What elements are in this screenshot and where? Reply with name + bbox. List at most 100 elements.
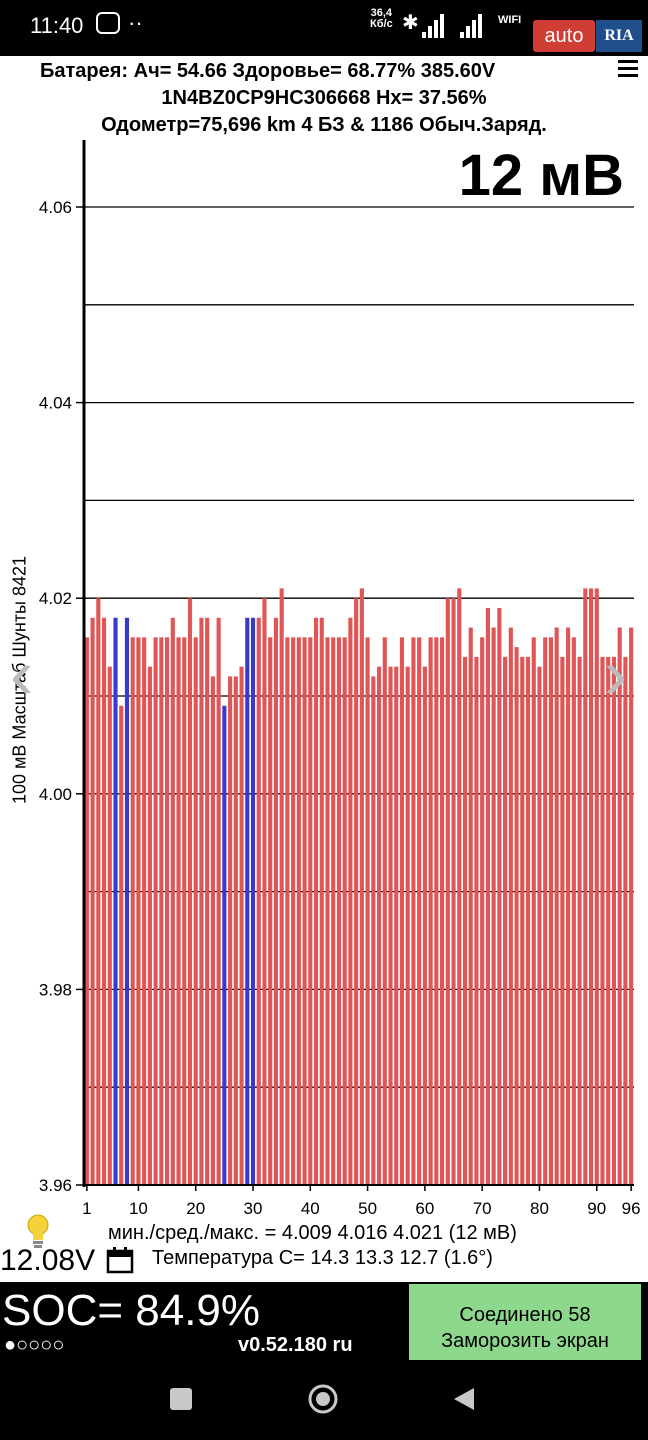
cell-bar[interactable]: [583, 588, 588, 1185]
cell-bar[interactable]: [176, 637, 181, 1185]
cell-bar[interactable]: [491, 627, 496, 1185]
cell-bar[interactable]: [611, 656, 617, 1185]
cell-bar[interactable]: [273, 617, 278, 1185]
cell-bar[interactable]: [262, 598, 267, 1185]
cell-bar[interactable]: [348, 617, 353, 1185]
cell-bar[interactable]: [256, 617, 261, 1185]
cell-bar[interactable]: [520, 656, 525, 1185]
cell-bar[interactable]: [525, 656, 531, 1185]
cell-bar[interactable]: [216, 617, 221, 1185]
cell-bar[interactable]: [222, 705, 227, 1185]
freeze-screen-button[interactable]: Соединено 58 Заморозить экран: [409, 1284, 641, 1360]
cell-bar[interactable]: [193, 637, 198, 1185]
cell-bar[interactable]: [354, 598, 359, 1185]
cell-bar[interactable]: [571, 637, 576, 1185]
cell-bar[interactable]: [325, 637, 330, 1185]
cell-bar[interactable]: [187, 598, 193, 1185]
cell-bar[interactable]: [388, 666, 393, 1185]
calendar-icon[interactable]: [106, 1246, 134, 1274]
cell-bar[interactable]: [623, 656, 628, 1185]
cell-bar[interactable]: [440, 637, 445, 1185]
cell-bar[interactable]: [250, 617, 256, 1185]
cell-bar[interactable]: [147, 666, 152, 1185]
cell-bar[interactable]: [113, 617, 118, 1185]
chevron-right-icon[interactable]: ›: [604, 635, 628, 713]
cell-bar[interactable]: [497, 607, 502, 1185]
cell-bar[interactable]: [468, 627, 473, 1185]
cell-bar[interactable]: [233, 676, 238, 1185]
cell-bar[interactable]: [434, 637, 439, 1185]
cell-bar[interactable]: [451, 598, 456, 1185]
cell-bar[interactable]: [474, 656, 479, 1185]
cell-bar[interactable]: [600, 656, 605, 1185]
cell-bar[interactable]: [462, 656, 468, 1185]
recents-icon[interactable]: [170, 1388, 192, 1410]
cell-bar[interactable]: [165, 637, 170, 1185]
cell-bar[interactable]: [566, 627, 571, 1185]
cell-bar[interactable]: [485, 607, 490, 1185]
cell-bar[interactable]: [96, 598, 101, 1185]
cell-bar[interactable]: [554, 627, 559, 1185]
cell-bar[interactable]: [268, 637, 273, 1185]
cell-bar[interactable]: [210, 676, 215, 1185]
cell-bar[interactable]: [228, 676, 233, 1185]
cell-bar[interactable]: [291, 637, 296, 1185]
cell-bar[interactable]: [548, 637, 553, 1185]
cell-bar[interactable]: [577, 656, 582, 1185]
cell-bar[interactable]: [239, 666, 244, 1185]
cell-bar[interactable]: [417, 637, 422, 1185]
cell-bar[interactable]: [594, 588, 599, 1185]
cell-bar[interactable]: [457, 588, 462, 1185]
cell-voltage-chart[interactable]: 3.96 3.98 4.00 4.02 4.04 4.06 1 10 20 30 40 50 60 70 8…: [0, 140, 648, 1220]
cell-bar[interactable]: [342, 637, 347, 1185]
cell-bar[interactable]: [411, 637, 416, 1185]
cell-bar[interactable]: [296, 637, 301, 1185]
cell-bar[interactable]: [142, 637, 147, 1185]
cell-bar[interactable]: [159, 637, 164, 1185]
cell-bar[interactable]: [313, 617, 319, 1185]
cell-bar[interactable]: [182, 637, 187, 1185]
cell-bar[interactable]: [371, 676, 376, 1185]
cell-bar[interactable]: [617, 627, 622, 1185]
cell-bar[interactable]: [503, 656, 508, 1185]
lightbulb-icon[interactable]: [26, 1214, 50, 1250]
cell-bar[interactable]: [365, 637, 370, 1185]
cell-bar[interactable]: [543, 637, 548, 1185]
cell-bar[interactable]: [359, 588, 364, 1185]
cell-bar[interactable]: [119, 705, 124, 1185]
cell-bar[interactable]: [130, 637, 135, 1185]
cell-bar[interactable]: [170, 617, 175, 1185]
cell-bar[interactable]: [245, 617, 250, 1185]
cell-bar[interactable]: [560, 656, 565, 1185]
menu-icon[interactable]: [618, 60, 638, 78]
cell-bar[interactable]: [84, 637, 89, 1185]
cell-bar[interactable]: [588, 588, 594, 1185]
cell-bar[interactable]: [394, 666, 399, 1185]
cell-bar[interactable]: [331, 637, 336, 1185]
cell-bar[interactable]: [319, 617, 324, 1185]
cell-bar[interactable]: [422, 666, 427, 1185]
cell-bar[interactable]: [199, 617, 204, 1185]
cell-bar[interactable]: [336, 637, 342, 1185]
cell-bar[interactable]: [629, 627, 634, 1185]
cell-bar[interactable]: [514, 647, 519, 1185]
cell-bar[interactable]: [480, 637, 485, 1185]
cell-bar[interactable]: [537, 666, 542, 1185]
cell-bar[interactable]: [90, 617, 95, 1185]
cell-bar[interactable]: [153, 637, 158, 1185]
cell-bar[interactable]: [302, 637, 307, 1185]
cell-bar[interactable]: [531, 637, 536, 1185]
cell-bar[interactable]: [308, 637, 313, 1185]
cell-bar[interactable]: [445, 598, 450, 1185]
cell-bar[interactable]: [606, 656, 611, 1185]
cell-bar[interactable]: [136, 637, 141, 1185]
back-icon[interactable]: [452, 1386, 476, 1412]
cell-bar[interactable]: [376, 666, 382, 1185]
cell-bar[interactable]: [101, 617, 107, 1185]
cell-bar[interactable]: [428, 637, 433, 1185]
cell-bar[interactable]: [279, 588, 284, 1185]
cell-bar[interactable]: [508, 627, 513, 1185]
cell-bar[interactable]: [205, 617, 210, 1185]
cell-bar[interactable]: [382, 637, 387, 1185]
chevron-left-icon[interactable]: ‹: [10, 635, 34, 713]
